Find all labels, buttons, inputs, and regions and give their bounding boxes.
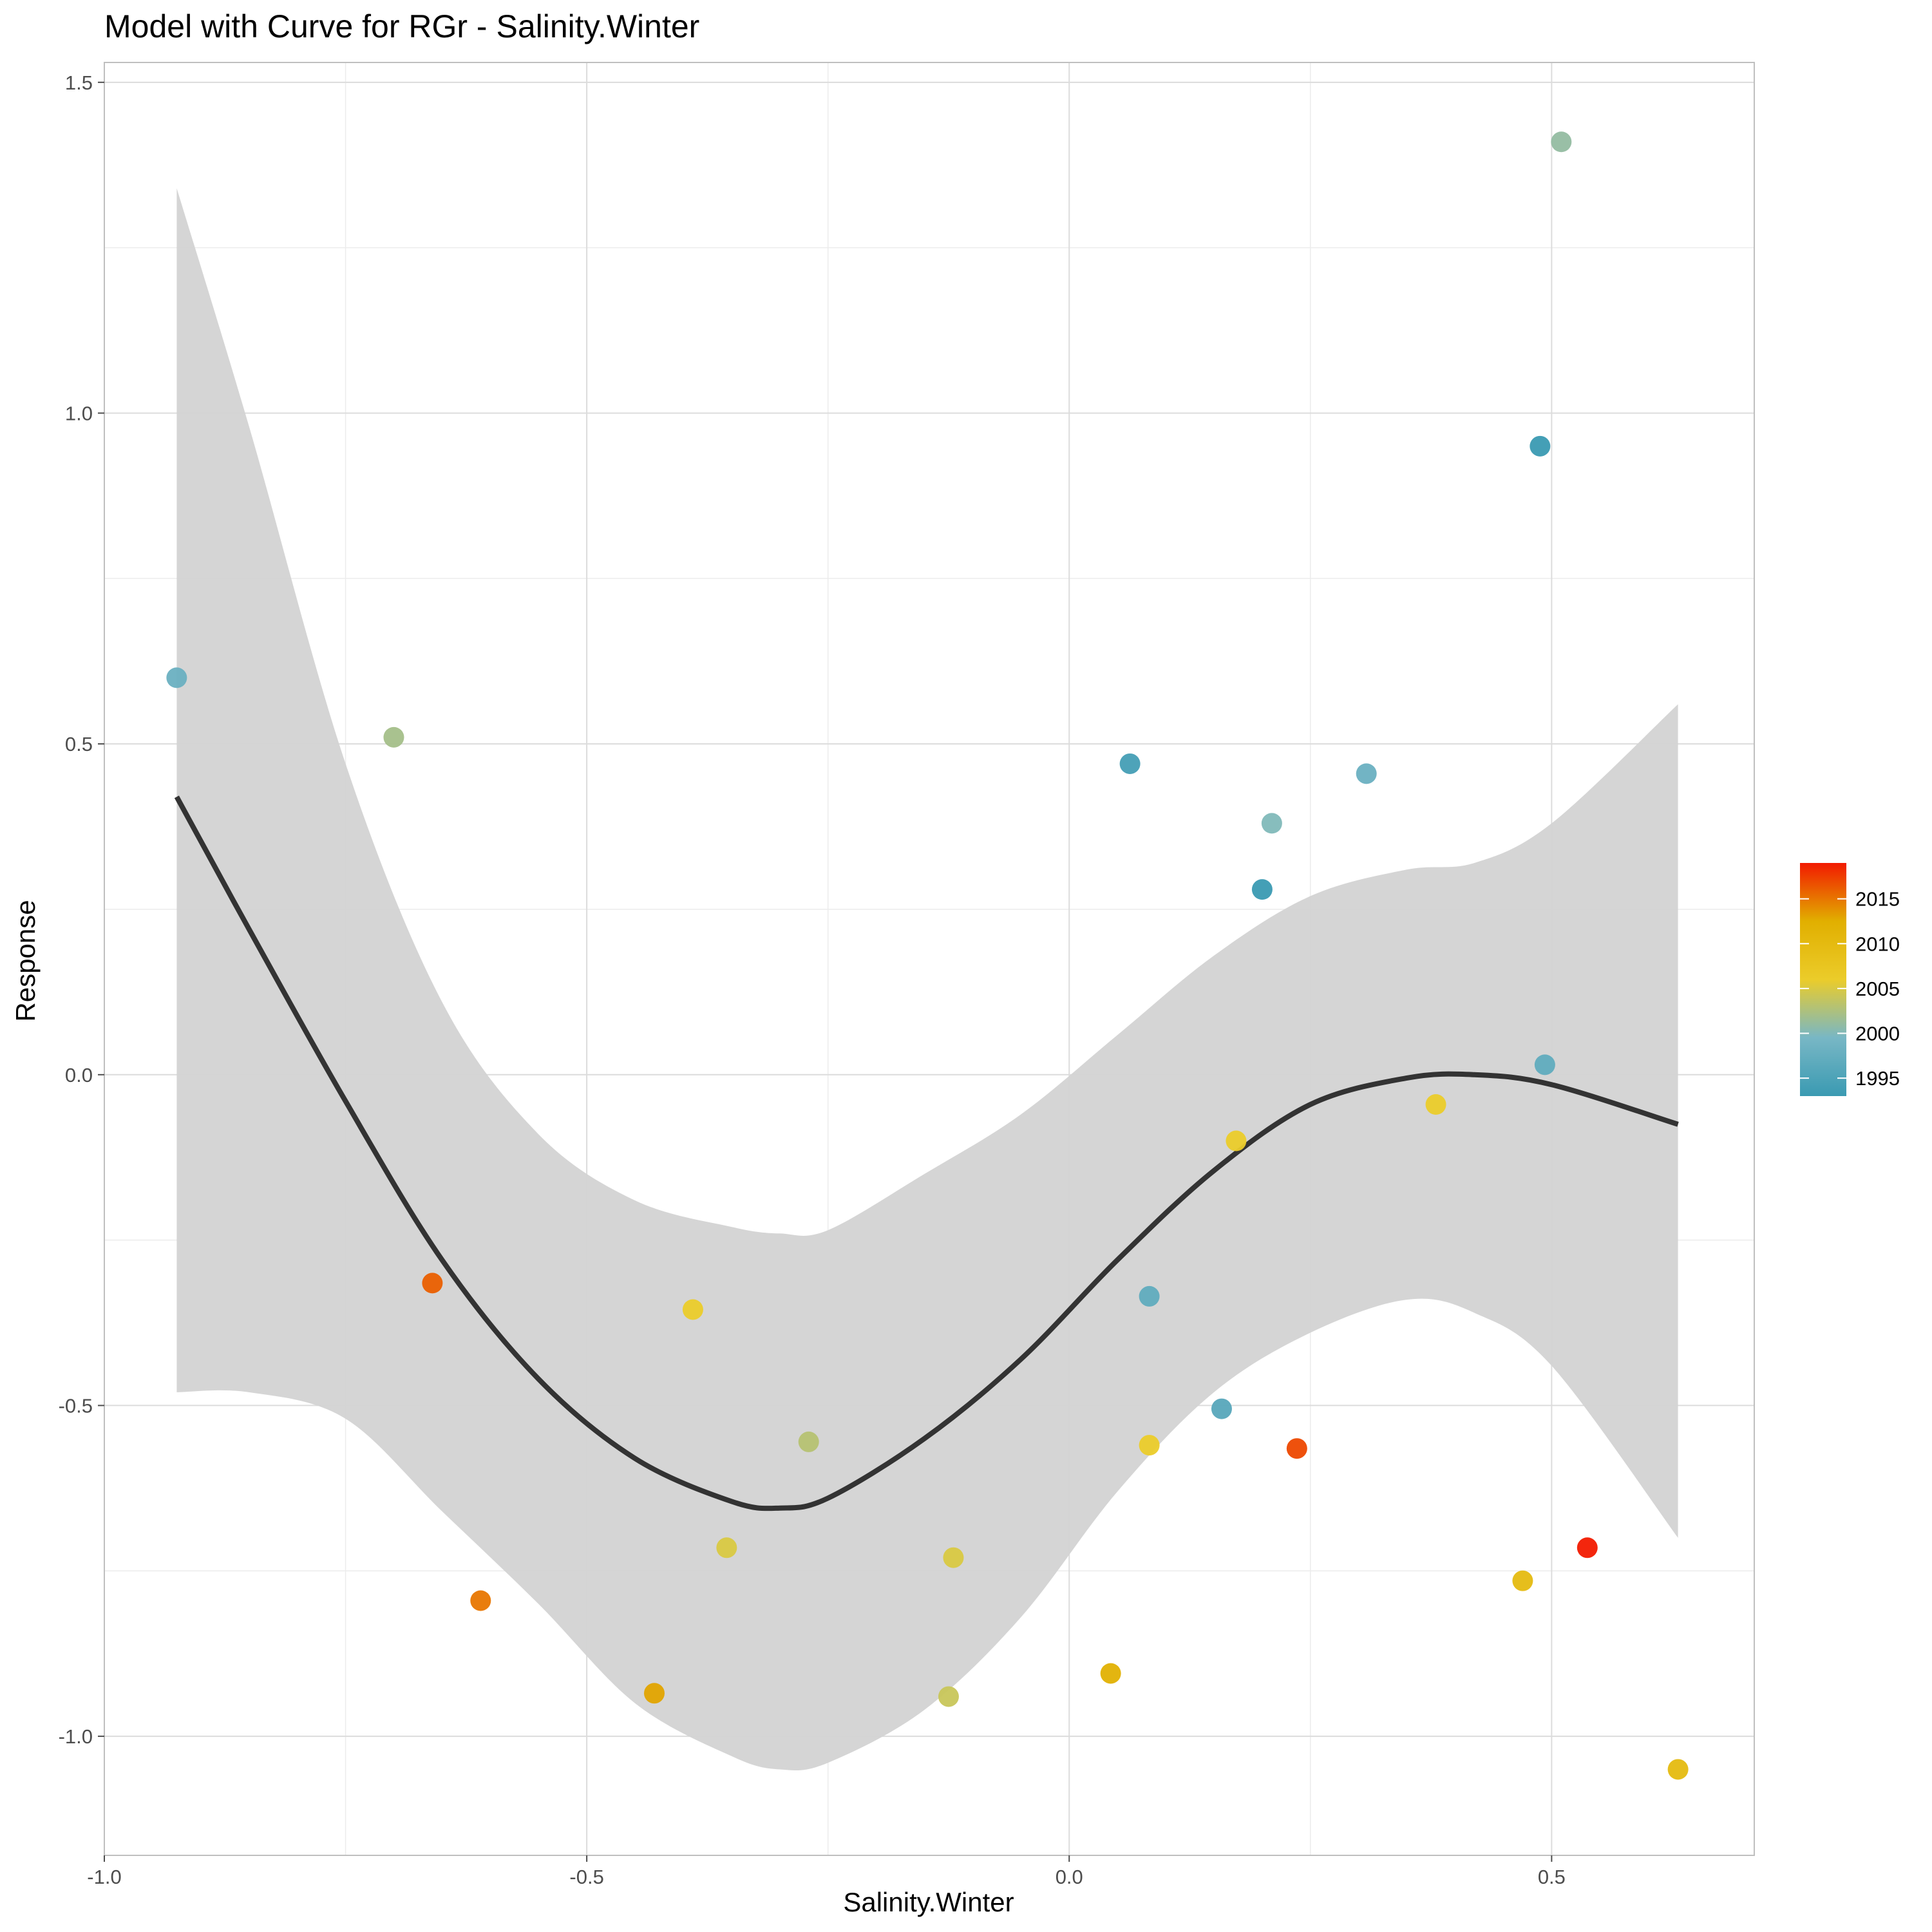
data-points xyxy=(166,131,1689,1780)
data-point xyxy=(1139,1285,1160,1307)
legend-colorbar: 1995 2000 2005 2010 2015 xyxy=(1800,863,1900,1096)
data-point xyxy=(166,667,187,688)
data-point xyxy=(1226,1130,1247,1151)
fit-curve xyxy=(174,795,1679,1511)
data-point xyxy=(1577,1537,1598,1558)
data-point xyxy=(798,1431,819,1452)
legend-label: 2005 xyxy=(1855,978,1900,1000)
x-axis-title: Salinity.Winter xyxy=(843,1887,1014,1917)
data-point xyxy=(422,1273,443,1294)
plot-panel xyxy=(104,62,1755,1856)
y-tick-label: -1.0 xyxy=(59,1725,93,1748)
data-point xyxy=(1534,1054,1555,1075)
data-point xyxy=(1512,1570,1533,1591)
data-point xyxy=(716,1537,737,1558)
data-point xyxy=(1551,131,1572,153)
data-point xyxy=(1139,1435,1160,1456)
y-tick-label: 1.0 xyxy=(65,402,93,424)
legend-label: 1995 xyxy=(1855,1067,1900,1090)
panel-border xyxy=(104,62,1755,1856)
x-tick-label: 0.0 xyxy=(1056,1866,1083,1888)
data-point xyxy=(1119,753,1141,774)
data-point xyxy=(644,1683,665,1704)
data-point xyxy=(1356,763,1377,784)
x-tick-label: -0.5 xyxy=(569,1866,603,1888)
data-point xyxy=(1251,879,1273,900)
data-point xyxy=(470,1590,491,1611)
chart-title: Model with Curve for RGr - Salinity.Wint… xyxy=(104,8,699,44)
x-tick-label: 0.5 xyxy=(1538,1866,1566,1888)
data-point xyxy=(1286,1438,1307,1459)
x-axis: -1.0 -0.5 0.0 0.5 xyxy=(87,1855,1566,1888)
data-point xyxy=(682,1299,703,1320)
legend-label: 2010 xyxy=(1855,933,1900,955)
legend-label: 2015 xyxy=(1855,888,1900,911)
y-tick-label: 1.5 xyxy=(65,71,93,94)
data-point xyxy=(1100,1663,1121,1684)
colorbar xyxy=(1800,863,1846,1096)
y-tick-label: 0.5 xyxy=(65,733,93,755)
data-point xyxy=(943,1547,964,1568)
y-tick-label: -0.5 xyxy=(59,1394,93,1417)
y-tick-label: 0.0 xyxy=(65,1064,93,1086)
y-axis-title: Response xyxy=(10,900,41,1021)
y-axis: -1.0 -0.5 0.0 0.5 1.0 1.5 xyxy=(59,71,104,1748)
data-point xyxy=(1425,1094,1446,1115)
data-point xyxy=(383,726,404,748)
data-point xyxy=(1211,1398,1232,1419)
data-point xyxy=(1530,435,1551,457)
legend-ticks: 1995 2000 2005 2010 2015 xyxy=(1800,888,1900,1090)
data-point xyxy=(938,1686,959,1707)
data-point xyxy=(1667,1759,1689,1780)
legend-label: 2000 xyxy=(1855,1023,1900,1045)
x-tick-label: -1.0 xyxy=(87,1866,121,1888)
data-point xyxy=(1261,813,1282,834)
confidence-band xyxy=(176,188,1678,1771)
